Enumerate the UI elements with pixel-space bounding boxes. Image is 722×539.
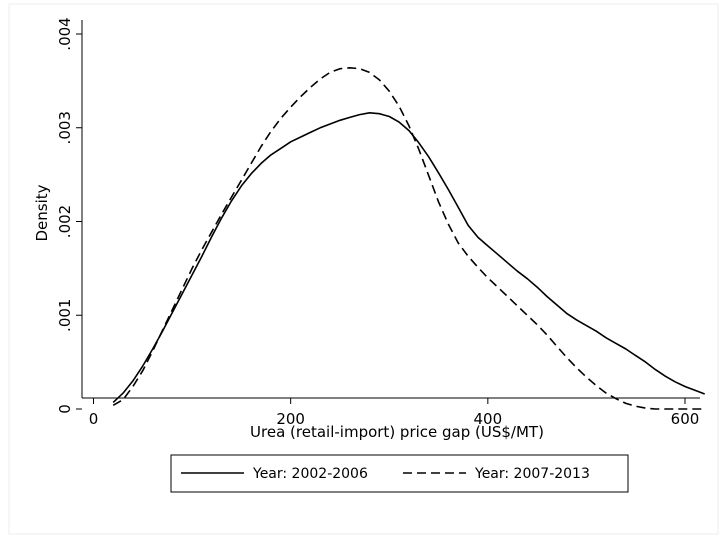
y-tick-label: 0 [56, 404, 74, 414]
legend-box [170, 454, 629, 493]
x-axis-ticks: 0 200 400 600 [89, 398, 700, 428]
legend: Year: 2002-2006 Year: 2007-2013 [181, 466, 590, 482]
series-line-2 [112, 67, 705, 410]
y-tick-label: .001 [56, 299, 74, 332]
x-tick-label: 0 [89, 410, 99, 428]
x-tick-label: 200 [276, 410, 305, 428]
y-axis-ticks: 0 .001 .002 .003 .004 [56, 17, 82, 414]
y-tick-label: .003 [56, 111, 74, 144]
legend-label-2: Year: 2007-2013 [474, 466, 590, 482]
legend-label-1: Year: 2002-2006 [252, 466, 368, 482]
x-tick-label: 400 [474, 410, 503, 428]
y-axis-label: Density [33, 184, 51, 241]
series-lines [112, 67, 705, 410]
y-tick-label: .004 [56, 17, 74, 50]
x-tick-label: 600 [671, 410, 700, 428]
series-line-1 [112, 112, 705, 403]
graph-frame [8, 3, 719, 535]
x-axis-label: Urea (retail-import) price gap (US$/MT) [250, 423, 544, 441]
y-tick-label: .002 [56, 205, 74, 238]
